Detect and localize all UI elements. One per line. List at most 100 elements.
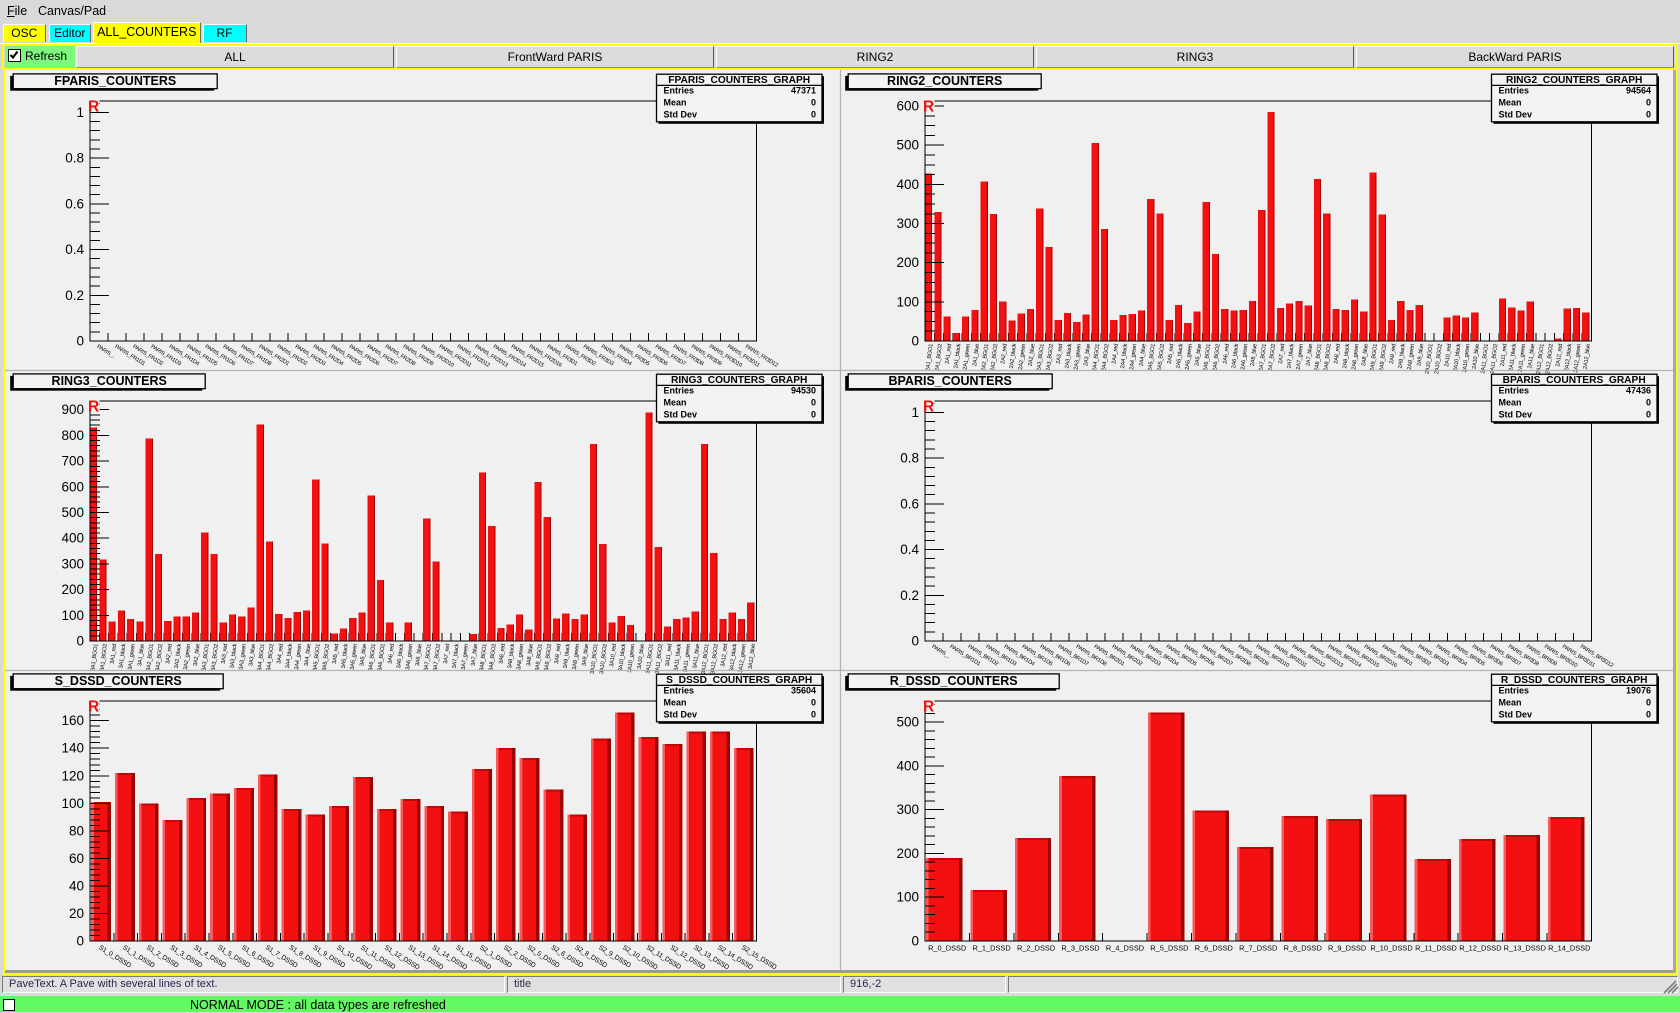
svg-text:2A1_blue: 2A1_blue (972, 343, 981, 366)
svg-text:3A10_BGO2: 3A10_BGO2 (599, 643, 609, 674)
svg-text:0.4: 0.4 (65, 242, 84, 257)
svg-text:Entries: Entries (664, 86, 695, 96)
svg-text:3A7_green: 3A7_green (461, 643, 470, 670)
svg-text:2A9_BGO2: 2A9_BGO2 (1379, 343, 1388, 371)
svg-text:2A3_BGO1: 2A3_BGO1 (1036, 343, 1045, 371)
svg-text:3A6_BGO1: 3A6_BGO1 (368, 643, 377, 671)
svg-text:200: 200 (61, 582, 84, 597)
svg-text:Entries: Entries (1499, 386, 1530, 396)
svg-text:R_8_DSSD: R_8_DSSD (1284, 944, 1322, 953)
svg-text:3A9_black: 3A9_black (563, 643, 572, 669)
svg-text:0.6: 0.6 (65, 196, 84, 211)
svg-text:0: 0 (1646, 98, 1651, 108)
svg-text:400: 400 (61, 531, 84, 546)
svg-text:RING3_COUNTERS: RING3_COUNTERS (52, 374, 167, 388)
svg-text:2A5_red: 2A5_red (1167, 343, 1175, 364)
svg-text:3A4_black: 3A4_black (285, 643, 294, 669)
svg-text:140: 140 (61, 741, 84, 756)
svg-text:3A8_black: 3A8_black (507, 643, 516, 669)
svg-text:Mean: Mean (1499, 98, 1522, 108)
svg-text:60: 60 (69, 851, 84, 866)
svg-text:900: 900 (61, 402, 84, 417)
svg-text:2A7_green: 2A7_green (1296, 343, 1305, 370)
svg-text:R_DSSD_COUNTERS_GRAPH: R_DSSD_COUNTERS_GRAPH (1501, 675, 1648, 686)
svg-text:2A8_BGO1: 2A8_BGO1 (1314, 343, 1323, 371)
svg-text:R_5_DSSD: R_5_DSSD (1150, 944, 1188, 953)
svg-text:0: 0 (911, 634, 919, 649)
svg-text:2A3_blue: 2A3_blue (1083, 343, 1092, 366)
svg-text:1: 1 (76, 105, 84, 120)
svg-text:2A2_blue: 2A2_blue (1028, 343, 1037, 366)
svg-text:2A10_blue: 2A10_blue (1472, 343, 1481, 369)
svg-text:3A3_BGO2: 3A3_BGO2 (211, 643, 220, 671)
svg-text:3A1_green: 3A1_green (128, 643, 137, 670)
svg-text:2A7_red: 2A7_red (1278, 343, 1286, 364)
svg-text:3A1_BGO1: 3A1_BGO1 (90, 643, 99, 671)
svg-text:R_4_DSSD: R_4_DSSD (1106, 944, 1144, 953)
svg-text:R_13_DSSD: R_13_DSSD (1504, 944, 1546, 953)
svg-text:RING3_COUNTERS_GRAPH: RING3_COUNTERS_GRAPH (671, 375, 807, 386)
svg-text:2A1_black: 2A1_black (953, 343, 962, 369)
svg-text:3A5_blue: 3A5_blue (359, 643, 368, 666)
svg-text:80: 80 (69, 823, 84, 838)
svg-text:2A1_green: 2A1_green (963, 343, 972, 370)
svg-text:2A10_BGO2: 2A10_BGO2 (1434, 343, 1444, 374)
svg-text:3A11_red: 3A11_red (665, 643, 674, 666)
svg-text:2A2_red: 2A2_red (1000, 343, 1008, 364)
svg-text:2A6_black: 2A6_black (1231, 343, 1240, 369)
svg-text:2A3_black: 2A3_black (1065, 343, 1074, 369)
svg-text:500: 500 (896, 715, 919, 730)
svg-text:Std Dev: Std Dev (664, 410, 698, 420)
svg-text:3A2_red: 3A2_red (165, 643, 173, 664)
svg-text:2A3_red: 2A3_red (1056, 343, 1064, 364)
svg-text:3A7_BGO2: 3A7_BGO2 (433, 643, 442, 671)
svg-text:3A3_red: 3A3_red (221, 643, 229, 664)
svg-text:20: 20 (69, 906, 84, 921)
svg-text:3A2_BGO2: 3A2_BGO2 (155, 643, 164, 671)
svg-text:0: 0 (811, 410, 816, 420)
svg-text:0: 0 (76, 934, 84, 949)
svg-text:Std Dev: Std Dev (1499, 110, 1533, 120)
svg-text:RING2_COUNTERS: RING2_COUNTERS (887, 74, 1002, 88)
svg-text:R_12_DSSD: R_12_DSSD (1459, 944, 1501, 953)
svg-text:2A1_BGO2: 2A1_BGO2 (935, 343, 944, 371)
svg-text:3A5_BGO1: 3A5_BGO1 (312, 643, 321, 671)
svg-text:BPARIS_COUNTERS: BPARIS_COUNTERS (888, 374, 1011, 388)
svg-text:3A3_blue: 3A3_blue (248, 643, 257, 666)
svg-text:R: R (923, 398, 934, 415)
svg-text:3A5_green: 3A5_green (350, 643, 359, 670)
svg-text:0.4: 0.4 (900, 542, 919, 557)
svg-text:RING2_COUNTERS_GRAPH: RING2_COUNTERS_GRAPH (1506, 75, 1642, 86)
svg-text:3A1_red: 3A1_red (110, 643, 118, 664)
svg-text:3A11_blue: 3A11_blue (692, 643, 701, 669)
svg-text:3A6_black: 3A6_black (396, 643, 405, 669)
svg-text:100: 100 (896, 890, 919, 905)
svg-text:3A2_black: 3A2_black (174, 643, 183, 669)
svg-text:3A8_BGO2: 3A8_BGO2 (488, 643, 497, 671)
svg-text:3A7_red: 3A7_red (443, 643, 451, 664)
svg-text:2A12_blue: 2A12_blue (1583, 343, 1592, 369)
svg-text:2A1_red: 2A1_red (945, 343, 953, 364)
svg-text:Mean: Mean (1499, 398, 1522, 408)
svg-text:2A9_red: 2A9_red (1389, 343, 1397, 364)
svg-text:Std Dev: Std Dev (1499, 410, 1533, 420)
svg-text:3A9_green: 3A9_green (572, 643, 581, 670)
svg-text:Entries: Entries (664, 686, 695, 696)
svg-text:Mean: Mean (664, 98, 687, 108)
svg-text:0: 0 (911, 934, 919, 949)
svg-text:19076: 19076 (1626, 686, 1651, 696)
svg-text:Mean: Mean (664, 398, 687, 408)
svg-text:3A12_blue: 3A12_blue (748, 643, 757, 669)
svg-text:3A11_BGO2: 3A11_BGO2 (655, 643, 665, 674)
svg-text:3A1_BGO2: 3A1_BGO2 (100, 643, 109, 671)
svg-text:0.2: 0.2 (65, 288, 84, 303)
svg-text:3A8_red: 3A8_red (498, 643, 506, 664)
svg-text:2A4_blue: 2A4_blue (1139, 343, 1148, 366)
svg-text:R_DSSD_COUNTERS: R_DSSD_COUNTERS (890, 674, 1018, 688)
svg-text:3A8_blue: 3A8_blue (526, 643, 535, 666)
svg-text:3A12_green: 3A12_green (738, 643, 747, 673)
svg-text:3A9_BGO2: 3A9_BGO2 (544, 643, 553, 671)
svg-text:3A7_black: 3A7_black (452, 643, 461, 669)
svg-text:2A12_BGO2: 2A12_BGO2 (1545, 343, 1555, 374)
svg-text:47371: 47371 (791, 86, 816, 96)
